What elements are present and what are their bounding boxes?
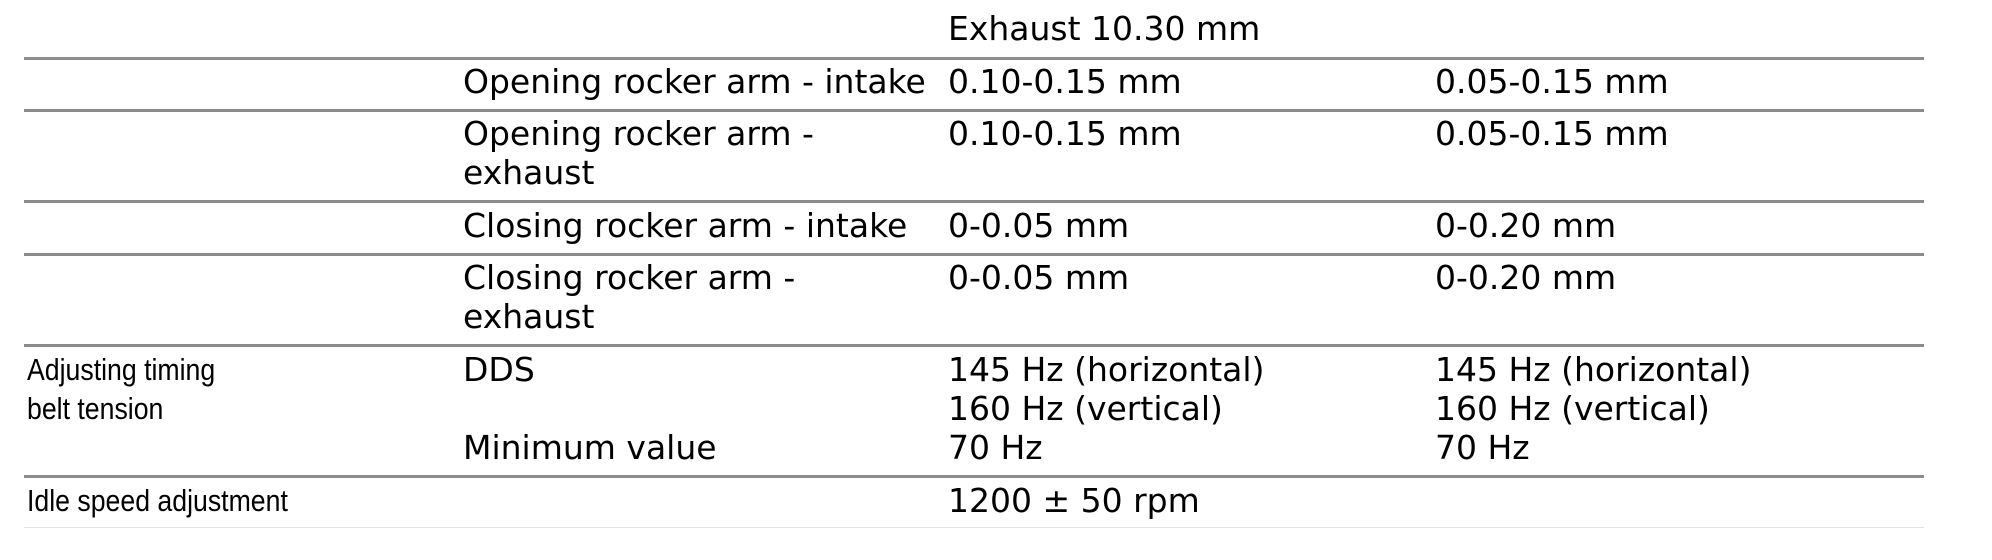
minimum-value-b: 70 Hz: [1435, 428, 1530, 467]
param-closing-exhaust-line2: exhaust: [463, 297, 595, 336]
value-a-closing-intake: 0-0.05 mm: [948, 206, 1130, 245]
value-b-closing-exhaust: 0-0.20 mm: [1435, 258, 1617, 297]
dds-b-horizontal: 145 Hz (horizontal): [1435, 350, 1752, 389]
value-a-closing-exhaust: 0-0.05 mm: [948, 258, 1130, 297]
row-divider: [24, 475, 1924, 478]
exhaust-value-top: Exhaust 10.30 mm: [948, 9, 1261, 48]
param-opening-exhaust-line2: exhaust: [463, 153, 595, 192]
value-b-opening-intake: 0.05-0.15 mm: [1435, 62, 1669, 101]
timing-belt-label-line2: belt tension: [27, 391, 164, 426]
row-divider: [24, 344, 1924, 347]
minimum-value-label: Minimum value: [463, 428, 717, 467]
row-divider: [24, 253, 1924, 256]
value-b-closing-intake: 0-0.20 mm: [1435, 206, 1617, 245]
row-divider: [24, 57, 1924, 60]
timing-belt-label-line1: Adjusting timing: [27, 352, 216, 387]
dds-a-vertical: 160 Hz (vertical): [948, 389, 1223, 428]
idle-speed-label: Idle speed adjustment: [27, 483, 288, 518]
value-a-opening-exhaust: 0.10-0.15 mm: [948, 114, 1182, 153]
param-opening-intake: Opening rocker arm - intake: [463, 62, 926, 101]
param-closing-intake: Closing rocker arm - intake: [463, 206, 908, 245]
dds-a-horizontal: 145 Hz (horizontal): [948, 350, 1265, 389]
row-divider: [24, 109, 1924, 112]
param-closing-exhaust-line1: Closing rocker arm -: [463, 258, 796, 297]
value-a-opening-intake: 0.10-0.15 mm: [948, 62, 1182, 101]
value-b-opening-exhaust: 0.05-0.15 mm: [1435, 114, 1669, 153]
row-divider: [24, 200, 1924, 203]
table-bottom-border: [24, 527, 1924, 528]
idle-speed-value: 1200 ± 50 rpm: [948, 481, 1200, 520]
minimum-value-a: 70 Hz: [948, 428, 1043, 467]
param-opening-exhaust-line1: Opening rocker arm -: [463, 114, 814, 153]
dds-label: DDS: [463, 350, 535, 389]
dds-b-vertical: 160 Hz (vertical): [1435, 389, 1710, 428]
